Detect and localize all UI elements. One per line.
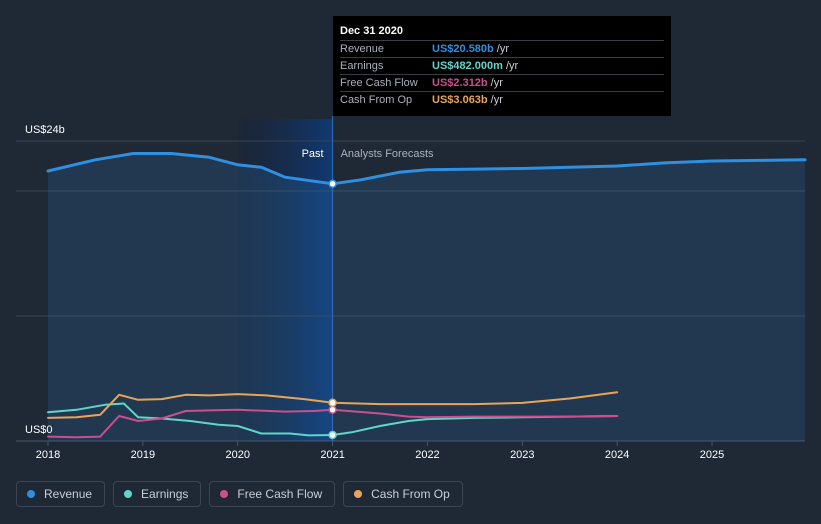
x-tick-label: 2024: [605, 449, 629, 461]
revenue-area: [48, 153, 805, 441]
x-tick-label: 2020: [225, 449, 249, 461]
marker-cash-from-op: [328, 398, 337, 407]
x-tick-label: 2021: [320, 449, 344, 461]
legend-item-revenue[interactable]: Revenue: [16, 481, 106, 507]
legend-item-cash-from-op[interactable]: Cash From Op: [343, 481, 463, 507]
series-line-cash-from-op: [47, 391, 619, 419]
marker-earnings: [328, 430, 337, 440]
y-axis-zero-label: US$0: [25, 424, 53, 436]
tooltip-unit: /yr: [505, 60, 519, 72]
tooltip-unit: /yr: [490, 94, 503, 106]
legend-label: Earnings: [141, 487, 189, 501]
tooltip-value: US$20.580b: [432, 43, 494, 55]
x-tick-label: 2025: [700, 449, 724, 461]
legend-label: Free Cash Flow: [237, 487, 323, 501]
forecast-label: Analysts Forecasts: [341, 148, 434, 160]
legend-label: Cash From Op: [371, 487, 450, 501]
legend-item-free-cash-flow[interactable]: Free Cash Flow: [209, 481, 336, 507]
tooltip-unit: /yr: [496, 43, 509, 55]
free-cash-flow-dot-icon: [220, 490, 229, 498]
revenue-dot-icon: [27, 490, 35, 498]
series-line-earnings: [47, 402, 619, 437]
earnings-dot-icon: [124, 490, 133, 498]
x-tick-label: 2023: [510, 449, 534, 461]
tooltip: Dec 31 2020 Revenue US$20.580b /yr Earni…: [333, 16, 671, 116]
x-tick-label: 2019: [131, 449, 155, 461]
tooltip-value: US$3.063b: [432, 94, 488, 106]
series-line-free-cash-flow: [47, 408, 619, 439]
tooltip-row-earnings: Earnings US$482.000m /yr: [340, 57, 664, 74]
tooltip-label: Earnings: [340, 60, 384, 72]
tooltip-row-revenue: Revenue US$20.580b /yr: [340, 40, 664, 57]
x-tick-label: 2018: [36, 449, 60, 461]
y-axis-top-label: US$24b: [25, 124, 65, 136]
past-region: [237, 119, 333, 441]
marker-free-cash-flow: [328, 405, 337, 414]
tooltip-row-free-cash-flow: Free Cash Flow US$2.312b /yr: [340, 74, 664, 91]
tooltip-value: US$2.312b: [432, 77, 488, 89]
legend-label: Revenue: [44, 487, 93, 501]
marker-revenue: [328, 179, 337, 188]
tooltip-label: Free Cash Flow: [340, 77, 418, 89]
tooltip-unit: /yr: [490, 77, 503, 89]
tooltip-value: US$482.000m: [432, 60, 503, 72]
cash-from-op-dot-icon: [354, 490, 363, 498]
past-label: Past: [302, 148, 324, 160]
x-tick-label: 2022: [415, 449, 439, 461]
legend: Revenue Earnings Free Cash Flow Cash Fro…: [16, 481, 463, 507]
tooltip-date: Dec 31 2020: [340, 25, 403, 37]
tooltip-row-cash-from-op: Cash From Op US$3.063b /yr: [340, 91, 664, 108]
legend-item-earnings[interactable]: Earnings: [113, 481, 202, 507]
tooltip-label: Cash From Op: [340, 94, 413, 106]
tooltip-label: Revenue: [340, 43, 385, 55]
series-line-revenue: [46, 152, 807, 186]
